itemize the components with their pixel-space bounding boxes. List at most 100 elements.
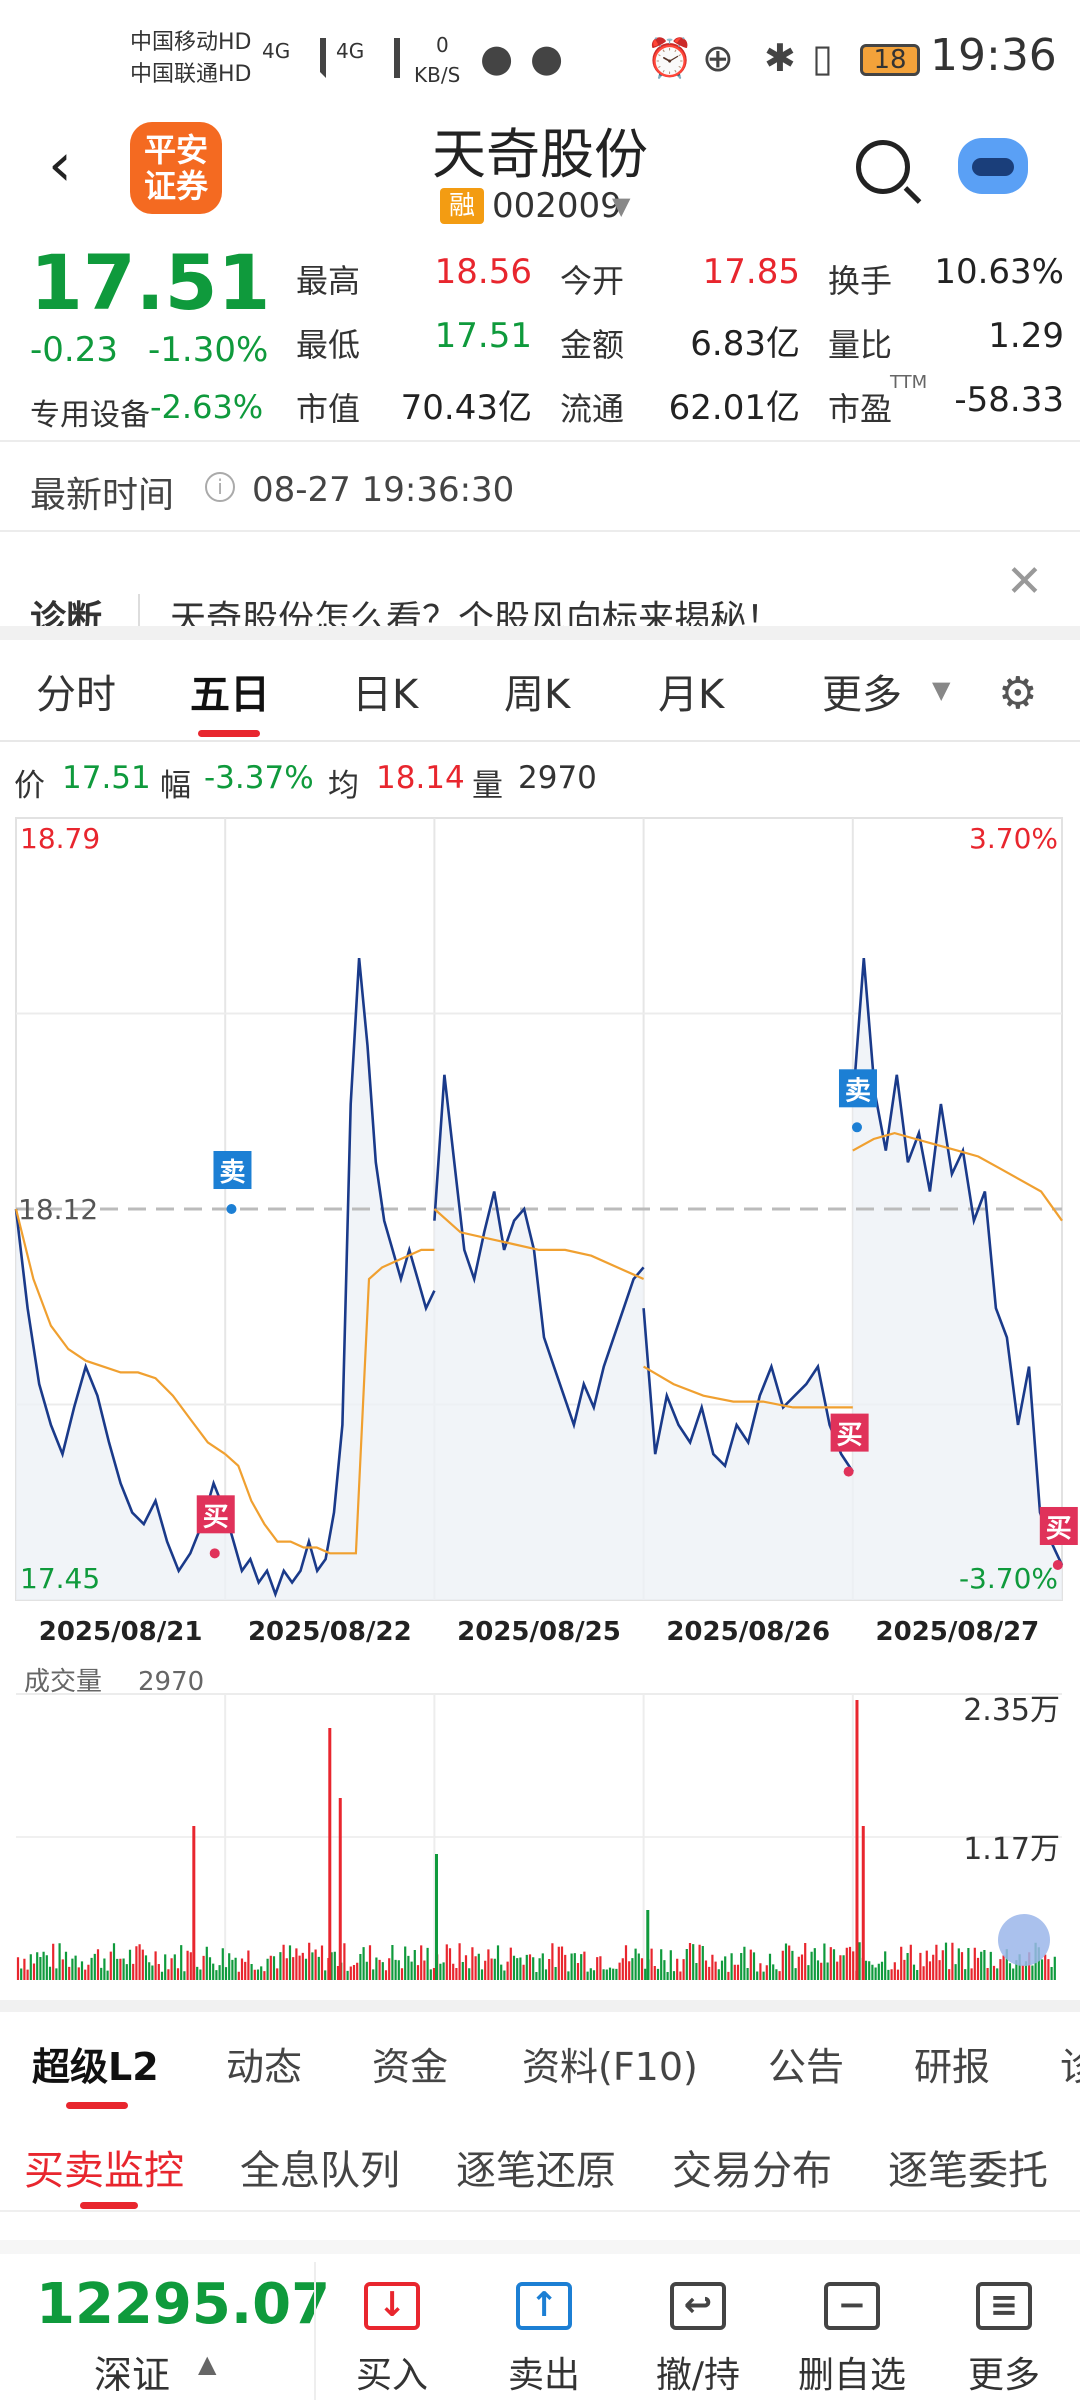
- broker-logo[interactable]: 平安 证券: [130, 122, 222, 214]
- caret-down-icon[interactable]: ▼: [612, 192, 631, 220]
- action-label[interactable]: 卖出: [507, 2355, 580, 2396]
- quote-value: 70.43亿: [400, 388, 532, 428]
- sub-tab[interactable]: 全息队列: [240, 2148, 400, 2194]
- sector-name[interactable]: 专用设备: [30, 398, 150, 433]
- sub-tab[interactable]: 交易分布: [672, 2148, 832, 2194]
- carrier-label-1: 中国移动HD: [130, 30, 252, 55]
- info-range-label: 幅: [160, 768, 191, 804]
- info-vol: 2970: [518, 760, 597, 796]
- latest-time-value: 08-27 19:36:30: [252, 470, 515, 510]
- diagnosis-text: 天奇股份怎么看？个股风向标来揭秘！: [170, 599, 783, 626]
- fullscreen-icon[interactable]: [998, 1914, 1050, 1966]
- trade-marker-box: [838, 1069, 877, 1108]
- gear-icon[interactable]: ⚙: [998, 668, 1038, 719]
- volume-label: 成交量: [24, 1667, 102, 1697]
- index-name[interactable]: 深证: [94, 2353, 171, 2397]
- latest-time-label: 最新时间: [30, 475, 175, 516]
- caret-up-icon[interactable]: ▲: [198, 2350, 217, 2378]
- action-icon[interactable]: ↩: [670, 2282, 726, 2330]
- sub-tab-indicator: [80, 2202, 138, 2209]
- sector-change-pct[interactable]: -2.63%: [150, 388, 264, 426]
- back-icon[interactable]: ‹: [48, 130, 72, 200]
- chart-tab[interactable]: 更多: [822, 672, 902, 718]
- info-price-label: 价: [14, 768, 45, 804]
- speed-value: 0: [436, 33, 449, 57]
- bottom-tab[interactable]: 超级L2: [32, 2045, 159, 2089]
- sub-tab[interactable]: 买卖监控: [24, 2148, 184, 2194]
- carrier-label-2: 中国联通HD: [130, 62, 252, 87]
- bottom-tab[interactable]: 资料(F10): [522, 2045, 698, 2089]
- logo-line-1: 平安: [143, 131, 208, 169]
- sub-tab[interactable]: 逐笔委托: [888, 2148, 1048, 2194]
- battery-icon: 18: [860, 44, 920, 76]
- avg-price-line: [852, 1131, 1063, 1222]
- bottom-tab[interactable]: 研报: [914, 2045, 991, 2089]
- bottom-tab[interactable]: 诊: [1060, 2045, 1080, 2089]
- action-icon[interactable]: ↓: [364, 2282, 420, 2330]
- divider: [0, 2210, 1080, 2212]
- action-icon[interactable]: ≡: [976, 2282, 1032, 2330]
- trade-marker-box: [196, 1495, 235, 1534]
- info-avg-label: 均: [328, 768, 359, 804]
- chart-tab[interactable]: 月K: [658, 672, 725, 718]
- status-bar: 中国移动HD 中国联通HD 4G 4G 0 KB/S ● ● ⏰ ⊕ ✱ ▯ 1…: [0, 0, 1080, 120]
- sub-tab[interactable]: 逐笔还原: [456, 2148, 616, 2194]
- bottom-tab[interactable]: 资金: [372, 2045, 449, 2089]
- price-line: [642, 1308, 854, 1473]
- sell-marker: 卖: [219, 1158, 245, 1188]
- action-icon[interactable]: ↑: [516, 2282, 572, 2330]
- bottom-tab[interactable]: 公告: [768, 2045, 845, 2089]
- quote-label: 市盈: [828, 390, 893, 428]
- info-range: -3.37%: [204, 760, 314, 796]
- chart-tab[interactable]: 周K: [504, 672, 571, 718]
- volume-mid-label: 1.17万: [963, 1832, 1060, 1867]
- action-label[interactable]: 撤/持: [655, 2355, 741, 2396]
- alarm-icon: ⏰: [646, 36, 694, 80]
- price-area-fill: [16, 958, 1062, 1600]
- plus-circle-icon: ⊕: [702, 36, 734, 80]
- chart-tab[interactable]: 五日: [190, 672, 270, 718]
- stock-code[interactable]: 002009: [492, 186, 622, 226]
- section-gap: [0, 2240, 1080, 2254]
- trade-marker-dot: [851, 1122, 862, 1133]
- robot-assistant-icon[interactable]: [958, 138, 1028, 194]
- avg-price-line: [14, 1208, 226, 1456]
- message-icon: ●: [530, 36, 564, 80]
- close-icon[interactable]: ✕: [1006, 556, 1043, 607]
- volume-bars-green: [20, 1942, 1056, 1980]
- action-label[interactable]: 买入: [355, 2355, 428, 2396]
- more-dropdown-icon[interactable]: ▼: [932, 676, 951, 704]
- x-tick-label: 2025/08/22: [248, 1617, 412, 1647]
- quote-label: 最低: [296, 326, 361, 364]
- price-line: [851, 957, 1064, 1566]
- quote-label: 市值: [296, 390, 361, 428]
- chart-tab[interactable]: 日K: [352, 672, 419, 718]
- action-label[interactable]: 删自选: [797, 2355, 906, 2396]
- x-tick-label: 2025/08/26: [666, 1617, 830, 1647]
- trade-marker-dot: [1052, 1559, 1063, 1570]
- margin-badge: 融: [440, 188, 484, 224]
- divider: [0, 440, 1080, 442]
- speed-unit: KB/S: [414, 63, 461, 87]
- volume-value: 2970: [138, 1667, 204, 1697]
- action-label[interactable]: 更多: [967, 2355, 1040, 2396]
- search-icon[interactable]: [856, 140, 910, 194]
- signal-icon: [290, 38, 326, 78]
- price-line: [433, 1074, 645, 1430]
- bottom-tab[interactable]: 动态: [226, 2045, 303, 2089]
- quote-value: 6.83亿: [690, 324, 800, 364]
- pe-ttm-label: TTM: [890, 372, 928, 393]
- index-value[interactable]: 12295.07: [36, 2272, 331, 2337]
- status-clock: 19:36: [930, 30, 1057, 81]
- diagnosis-separator: [138, 594, 140, 626]
- info-icon[interactable]: i: [205, 472, 235, 502]
- x-tick-label: 2025/08/27: [876, 1617, 1040, 1647]
- chart-tab[interactable]: 分时: [36, 672, 116, 718]
- five-day-chart[interactable]: 18.79 17.45 3.70% -3.70% 18.12 2025/08/21 2025…: [0, 814, 1080, 2014]
- avg-price-line: [224, 1248, 435, 1555]
- action-icon[interactable]: −: [824, 2282, 880, 2330]
- section-gap: [0, 626, 1080, 640]
- quote-label: 换手: [828, 262, 893, 300]
- diagnosis-banner[interactable]: 诊断 天奇股份怎么看？个股风向标来揭秘！: [0, 532, 1080, 626]
- quote-value: 10.63%: [934, 252, 1064, 292]
